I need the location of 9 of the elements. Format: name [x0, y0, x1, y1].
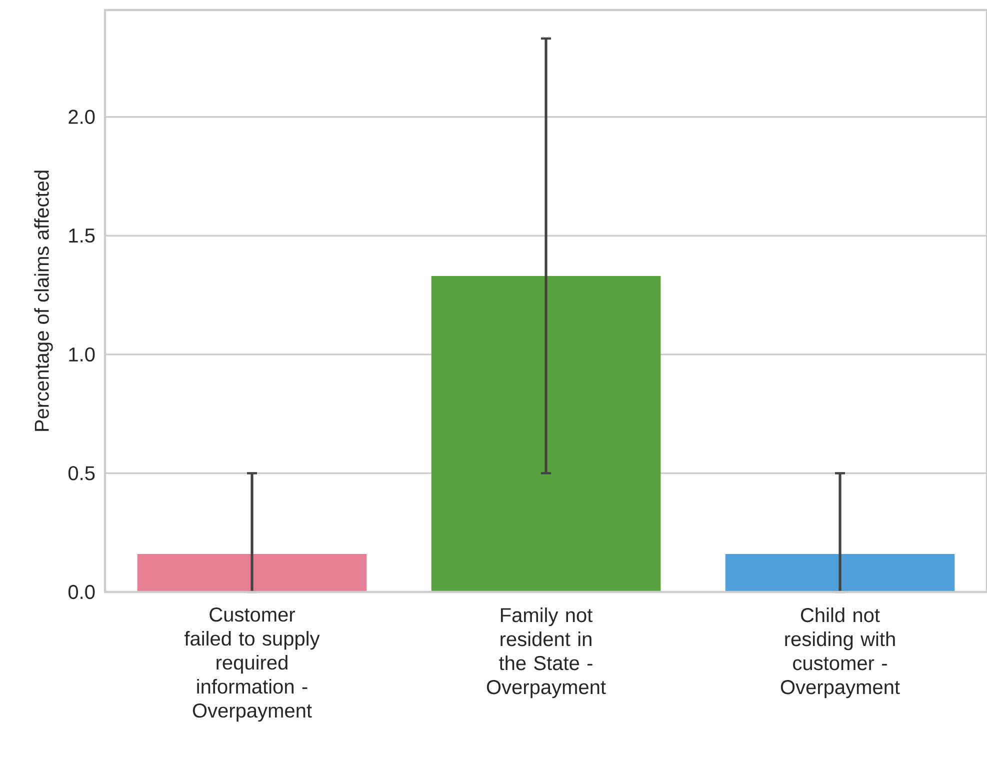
- y-tick-label: 1.5: [69, 228, 95, 243]
- x-tick-label: Child not residing with customer - Overpayment: [780, 608, 900, 698]
- y-tick-label: 2.0: [68, 110, 95, 124]
- y-tick-label: 1.0: [69, 347, 95, 362]
- y-tick-label: 0.0: [68, 584, 95, 600]
- y-axis-title: Percentage of claims affected: [34, 170, 53, 431]
- x-tick-label: Family not resident in the State - Overpayment: [486, 608, 606, 698]
- x-tick-label: Customer failed to supply required information - Overpayment: [184, 608, 320, 722]
- y-tick-label: 0.5: [68, 466, 95, 480]
